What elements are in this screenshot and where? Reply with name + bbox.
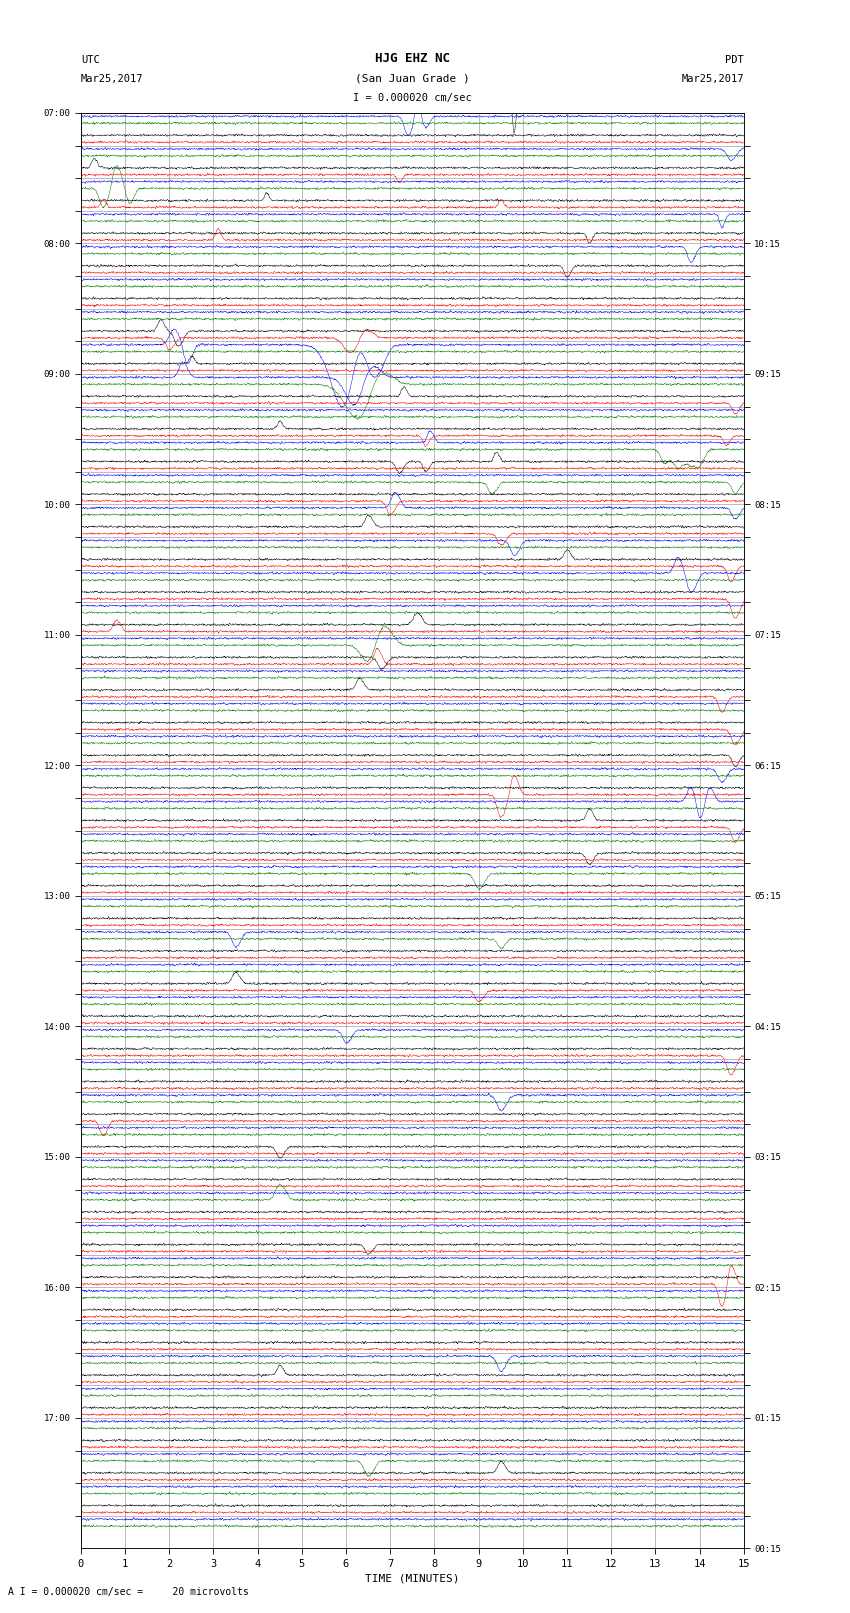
Text: PDT: PDT [725,55,744,65]
Text: Mar25,2017: Mar25,2017 [681,74,744,84]
Text: UTC: UTC [81,55,99,65]
Text: HJG EHZ NC: HJG EHZ NC [375,52,450,65]
Text: (San Juan Grade ): (San Juan Grade ) [355,74,469,84]
Text: Mar25,2017: Mar25,2017 [81,74,144,84]
Text: I = 0.000020 cm/sec: I = 0.000020 cm/sec [353,94,472,103]
Text: A I = 0.000020 cm/sec =     20 microvolts: A I = 0.000020 cm/sec = 20 microvolts [8,1587,249,1597]
X-axis label: TIME (MINUTES): TIME (MINUTES) [365,1573,460,1582]
